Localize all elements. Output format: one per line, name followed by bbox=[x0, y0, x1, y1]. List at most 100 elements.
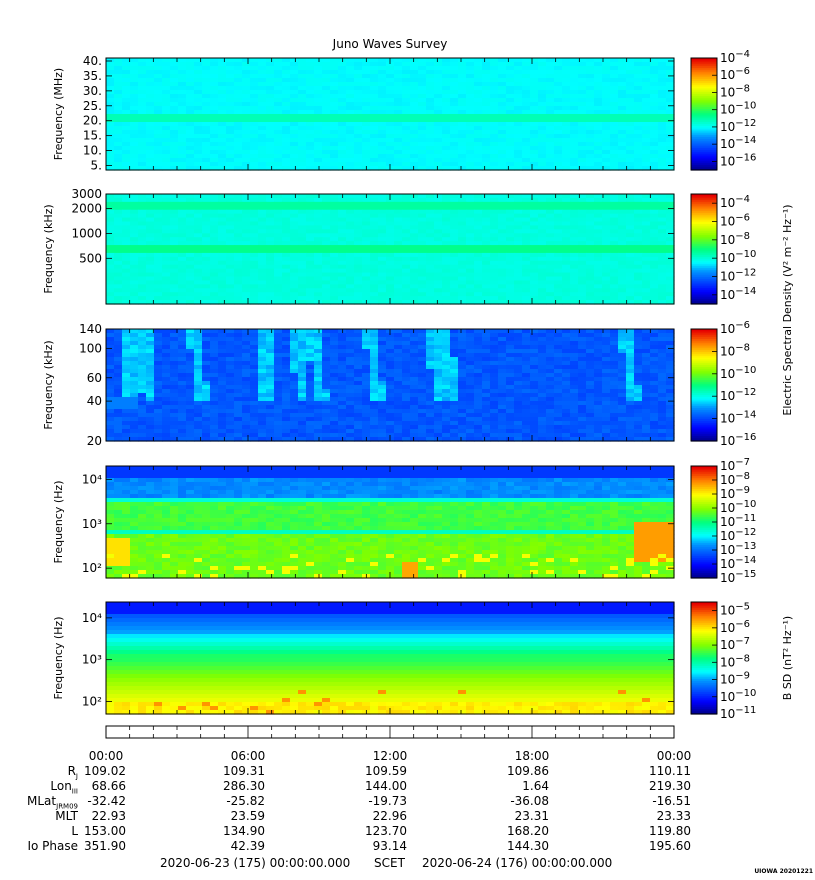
heatmap-cell bbox=[650, 357, 659, 362]
heatmap-cell bbox=[522, 280, 531, 285]
heatmap-cell bbox=[362, 288, 371, 293]
heatmap-cell bbox=[658, 288, 667, 293]
heatmap-cell bbox=[450, 333, 459, 338]
heatmap-cell bbox=[546, 260, 555, 266]
heatmap-cell bbox=[298, 70, 307, 75]
heatmap-cell bbox=[402, 361, 411, 366]
heatmap-cell bbox=[506, 229, 515, 234]
heatmap-cell bbox=[154, 154, 163, 159]
colorbar-swatch bbox=[691, 125, 717, 128]
heatmap-cell bbox=[186, 58, 195, 63]
heatmap-cell bbox=[226, 341, 235, 346]
heatmap-cell bbox=[322, 233, 331, 238]
heatmap-cell bbox=[378, 154, 387, 159]
heatmap-cell bbox=[154, 341, 163, 346]
heatmap-cell bbox=[450, 268, 459, 274]
heatmap-cell bbox=[266, 201, 275, 207]
heatmap-cell bbox=[106, 197, 115, 203]
heatmap-cell bbox=[618, 142, 627, 147]
heatmap-cell bbox=[666, 241, 675, 246]
heatmap-cell bbox=[226, 162, 235, 167]
heatmap-cell bbox=[458, 256, 467, 262]
heatmap-cell bbox=[618, 102, 627, 107]
heatmap-cell bbox=[474, 154, 483, 159]
heatmap-cell bbox=[322, 122, 331, 127]
heatmap-cell bbox=[418, 365, 427, 370]
heatmap-cell bbox=[202, 66, 211, 71]
y-tick-label: 2000 bbox=[71, 202, 102, 216]
heatmap-cell bbox=[562, 264, 571, 270]
heatmap-cell bbox=[418, 138, 427, 143]
heatmap-cell bbox=[234, 229, 243, 234]
heatmap-cell bbox=[234, 201, 243, 207]
heatmap-cell bbox=[554, 82, 563, 87]
heatmap-cell bbox=[434, 260, 443, 266]
heatmap-cell bbox=[602, 225, 611, 230]
heatmap-cell bbox=[586, 233, 595, 238]
colorbar-tick-label: 10−10 bbox=[720, 249, 756, 265]
heatmap-cell bbox=[474, 114, 483, 119]
heatmap-cell bbox=[138, 197, 147, 203]
heatmap-cell bbox=[178, 126, 187, 131]
heatmap-cell bbox=[226, 229, 235, 234]
heatmap-cell bbox=[210, 337, 219, 342]
heatmap-cell bbox=[586, 296, 595, 301]
heatmap-cell bbox=[546, 233, 555, 238]
heatmap-cell bbox=[234, 110, 243, 115]
heatmap-cell bbox=[658, 90, 667, 95]
heatmap-cell bbox=[634, 82, 643, 87]
heatmap-cell bbox=[242, 296, 251, 301]
heatmap-cell bbox=[186, 241, 195, 246]
heatmap-cell bbox=[666, 357, 675, 362]
heatmap-cell bbox=[218, 158, 227, 163]
heatmap-cell bbox=[282, 66, 291, 71]
heatmap-cell bbox=[490, 245, 499, 250]
heatmap-cell bbox=[266, 300, 275, 305]
heatmap-cell bbox=[170, 213, 179, 219]
heatmap-cell bbox=[578, 194, 587, 199]
heatmap-cell bbox=[242, 264, 251, 270]
heatmap-cell bbox=[514, 213, 523, 219]
heatmap-cell bbox=[538, 292, 547, 297]
heatmap-cell bbox=[146, 252, 155, 258]
heatmap-cell bbox=[394, 341, 403, 346]
heatmap-cell bbox=[562, 260, 571, 266]
heatmap-cell bbox=[370, 264, 379, 270]
heatmap-cell bbox=[666, 209, 675, 215]
heatmap-cell bbox=[378, 122, 387, 127]
heatmap-cell bbox=[362, 162, 371, 167]
heatmap-cell bbox=[658, 353, 667, 358]
heatmap-cell bbox=[322, 70, 331, 75]
heatmap-cell bbox=[658, 146, 667, 151]
heatmap-cell bbox=[178, 213, 187, 219]
heatmap-cell bbox=[418, 280, 427, 285]
heatmap-cell bbox=[114, 245, 123, 250]
heatmap-cell bbox=[546, 166, 555, 171]
heatmap-cell bbox=[314, 102, 323, 107]
heatmap-cell bbox=[514, 349, 523, 354]
heatmap-cell bbox=[314, 166, 323, 171]
heatmap-cell bbox=[266, 256, 275, 262]
heatmap-cell bbox=[122, 162, 131, 167]
heatmap-cell bbox=[474, 138, 483, 143]
heatmap-cell bbox=[650, 213, 659, 219]
heatmap-cell bbox=[282, 94, 291, 99]
heatmap-cell bbox=[138, 102, 147, 107]
heatmap-cell bbox=[570, 345, 579, 350]
heatmap-cell bbox=[234, 118, 243, 123]
heatmap-cell bbox=[650, 361, 659, 366]
heatmap-cell bbox=[554, 86, 563, 91]
heatmap-cell bbox=[538, 134, 547, 139]
heatmap-cell bbox=[570, 66, 579, 71]
heatmap-cell bbox=[546, 205, 555, 211]
heatmap-cell bbox=[194, 284, 203, 289]
colorbar-swatch bbox=[691, 128, 717, 132]
heatmap-cell bbox=[370, 130, 379, 135]
heatmap-cell bbox=[450, 264, 459, 270]
heatmap-cell bbox=[346, 94, 355, 99]
heatmap-cell bbox=[122, 237, 131, 242]
heatmap-cell bbox=[482, 256, 491, 262]
heatmap-cell bbox=[506, 94, 515, 99]
heatmap-cell bbox=[666, 221, 675, 227]
heatmap-cell bbox=[634, 66, 643, 71]
